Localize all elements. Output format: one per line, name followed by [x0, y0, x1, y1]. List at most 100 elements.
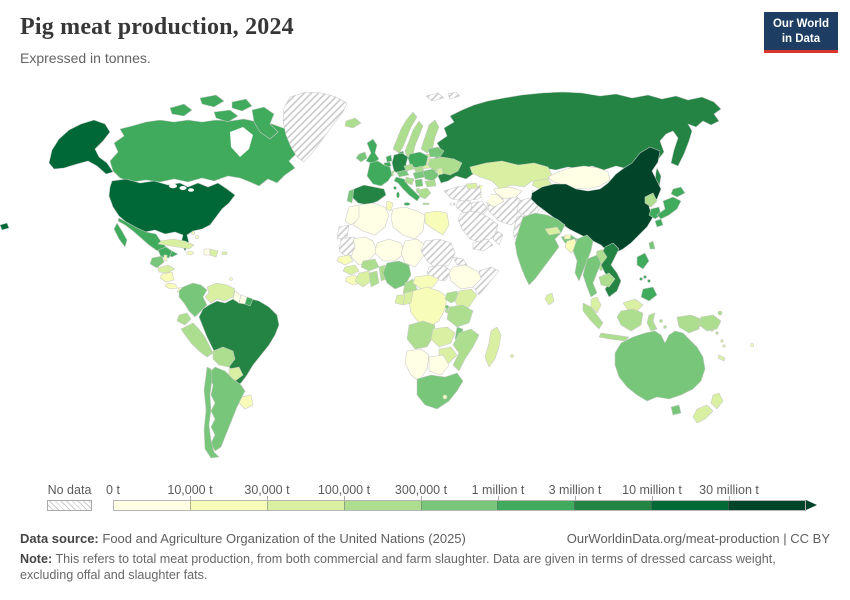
- country-cambodia[interactable]: [598, 272, 616, 288]
- country-guatemala[interactable]: [149, 255, 165, 269]
- country-canada-island-2[interactable]: [199, 94, 225, 108]
- country-argentina[interactable]: [208, 366, 246, 452]
- country-japan-kyushu[interactable]: [654, 218, 664, 228]
- country-norway[interactable]: [392, 111, 418, 154]
- country-ecuador[interactable]: [176, 312, 192, 326]
- country-honduras[interactable]: [157, 264, 176, 274]
- country-french-guiana[interactable]: [244, 296, 254, 307]
- country-myanmar[interactable]: [572, 234, 594, 282]
- country-malaysia[interactable]: [590, 296, 602, 314]
- country-chad[interactable]: [400, 238, 426, 268]
- country-romania[interactable]: [422, 168, 440, 182]
- country-philippines-luzon[interactable]: [636, 252, 650, 270]
- country-bahamas[interactable]: [191, 231, 195, 235]
- country-mauritius[interactable]: [510, 354, 514, 358]
- legend-bin-3[interactable]: [343, 501, 421, 510]
- country-angola[interactable]: [406, 320, 436, 350]
- country-thailand[interactable]: [582, 254, 602, 298]
- country-sudan[interactable]: [420, 238, 456, 270]
- country-tanzania[interactable]: [446, 304, 474, 328]
- country-malaysia-borneo[interactable]: [622, 298, 644, 312]
- country-indonesia-papua[interactable]: [676, 314, 702, 334]
- country-netherlands[interactable]: [385, 154, 393, 163]
- country-north-korea[interactable]: [644, 192, 658, 208]
- country-japan-hokkaido[interactable]: [670, 186, 686, 198]
- country-iceland[interactable]: [344, 117, 362, 129]
- country-libya[interactable]: [390, 206, 426, 240]
- country-somalia[interactable]: [472, 266, 500, 296]
- country-france-corsica[interactable]: [393, 186, 397, 190]
- country-philippines-visayas-3[interactable]: [639, 277, 643, 281]
- country-western-sahara[interactable]: [336, 224, 350, 240]
- country-niger[interactable]: [374, 238, 406, 262]
- country-botswana[interactable]: [428, 354, 450, 376]
- country-bulgaria[interactable]: [424, 179, 437, 188]
- country-indonesia-sumatra[interactable]: [582, 302, 604, 330]
- country-indonesia-sulawesi[interactable]: [646, 312, 658, 332]
- country-portugal[interactable]: [346, 188, 355, 204]
- country-bahamas-2[interactable]: [195, 235, 199, 239]
- country-philippines-visayas-1[interactable]: [643, 275, 647, 279]
- legend-bin-2[interactable]: [266, 501, 344, 510]
- country-senegal[interactable]: [336, 254, 354, 266]
- country-australia-tasmania[interactable]: [670, 404, 682, 416]
- country-mexico[interactable]: [117, 217, 179, 258]
- country-tunisia[interactable]: [385, 200, 394, 212]
- country-nicaragua[interactable]: [159, 271, 175, 283]
- legend-bin-6[interactable]: [574, 501, 652, 510]
- country-haiti[interactable]: [203, 248, 211, 256]
- country-indonesia-kalimantan[interactable]: [616, 308, 644, 332]
- country-cote-divoire[interactable]: [354, 270, 372, 288]
- country-usa-hawaii[interactable]: [0, 222, 10, 231]
- country-solomon-islands[interactable]: [710, 328, 714, 332]
- country-czechia[interactable]: [403, 163, 415, 172]
- country-cuba[interactable]: [157, 238, 195, 250]
- legend-bin-5[interactable]: [497, 501, 575, 510]
- country-india[interactable]: [514, 212, 566, 286]
- country-indonesia-maluku-2[interactable]: [663, 325, 667, 329]
- country-central-african-republic[interactable]: [412, 274, 440, 290]
- country-yemen[interactable]: [472, 238, 494, 252]
- country-eritrea[interactable]: [452, 256, 468, 266]
- country-moldova[interactable]: [436, 167, 444, 176]
- country-south-africa[interactable]: [416, 372, 464, 410]
- country-peru[interactable]: [180, 322, 214, 358]
- country-jamaica[interactable]: [186, 250, 194, 256]
- country-egypt[interactable]: [424, 210, 450, 236]
- country-venezuela[interactable]: [204, 282, 236, 304]
- country-canada-island-3[interactable]: [231, 98, 253, 112]
- country-papua-new-guinea[interactable]: [698, 314, 722, 332]
- country-australia[interactable]: [614, 330, 706, 402]
- country-solomon-islands-2[interactable]: [715, 331, 719, 335]
- country-bolivia[interactable]: [212, 346, 236, 368]
- country-mexico-yucatan[interactable]: [157, 246, 173, 259]
- country-lesotho[interactable]: [442, 394, 448, 400]
- country-united-kingdom[interactable]: [365, 138, 380, 165]
- country-indonesia-java[interactable]: [598, 332, 630, 342]
- country-indonesia-maluku-1[interactable]: [659, 319, 663, 323]
- country-taiwan[interactable]: [648, 240, 656, 250]
- country-new-zealand-north[interactable]: [710, 392, 724, 410]
- country-mozambique[interactable]: [452, 328, 480, 372]
- country-belarus[interactable]: [427, 146, 445, 158]
- country-namibia[interactable]: [404, 348, 430, 382]
- country-puerto-rico[interactable]: [221, 251, 228, 255]
- country-belize[interactable]: [163, 254, 168, 262]
- country-canada-island-4[interactable]: [213, 109, 239, 123]
- country-greece[interactable]: [418, 187, 432, 200]
- country-colombia[interactable]: [178, 282, 208, 318]
- country-gabon[interactable]: [394, 294, 406, 306]
- country-trinidad[interactable]: [229, 277, 233, 281]
- legend-no-data-swatch[interactable]: [47, 500, 92, 511]
- country-madagascar[interactable]: [484, 326, 502, 368]
- country-new-zealand-south[interactable]: [692, 404, 714, 424]
- country-costa-rica[interactable]: [164, 282, 179, 290]
- country-burkina-faso[interactable]: [360, 258, 380, 272]
- country-dominican-republic[interactable]: [209, 248, 219, 258]
- country-kenya[interactable]: [454, 288, 478, 310]
- country-new-caledonia[interactable]: [717, 354, 726, 362]
- country-png-island[interactable]: [717, 310, 723, 316]
- country-philippines-mindanao[interactable]: [640, 286, 658, 302]
- country-dr-congo[interactable]: [408, 286, 448, 328]
- legend-bin-7[interactable]: [651, 501, 729, 510]
